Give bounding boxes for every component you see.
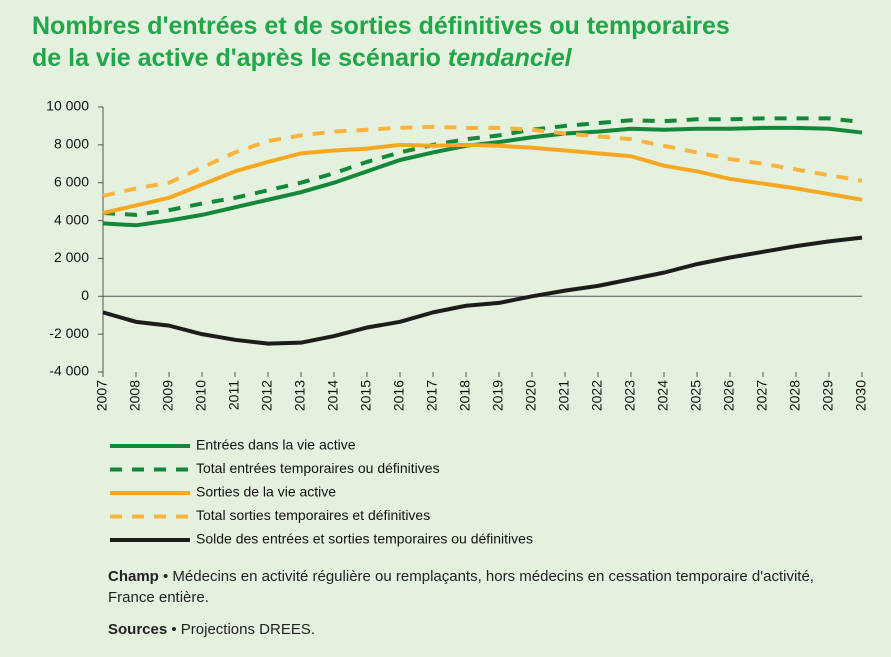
legend-label: Sorties de la vie active (196, 484, 336, 500)
x-tick-label: 2019 (490, 380, 506, 411)
y-tick-label: 10 000 (46, 98, 89, 114)
y-tick-label: -4 000 (49, 363, 89, 379)
legend-label: Total entrées temporaires ou définitives (196, 460, 440, 476)
note-label: Champ (108, 568, 159, 585)
x-tick-label: 2007 (94, 380, 110, 411)
series-line (102, 116, 863, 217)
x-tick-label: 2017 (424, 380, 440, 411)
x-tick-label: 2029 (820, 380, 836, 411)
y-tick-label: 8 000 (54, 136, 89, 152)
chart-title-emphasis: tendanciel (447, 44, 572, 72)
series-line (102, 235, 863, 346)
y-tick-label: 2 000 (54, 249, 89, 265)
note-text: • Projections DREES. (171, 621, 316, 638)
x-tick-label: 2014 (325, 380, 341, 411)
x-tick-label: 2024 (655, 380, 671, 411)
x-tick-label: 2013 (292, 380, 308, 411)
x-tick-label: 2008 (127, 380, 143, 411)
x-tick-label: 2011 (226, 380, 242, 410)
y-tick-label: 0 (81, 287, 89, 303)
series-line (102, 142, 863, 215)
legend-label: Entrées dans la vie active (196, 437, 356, 453)
x-tick-label: 2021 (556, 380, 572, 411)
x-tick-label: 2018 (457, 380, 473, 411)
x-tick-label: 2027 (754, 380, 770, 411)
note-label: Sources (108, 621, 168, 638)
x-tick-label: 2012 (259, 380, 275, 411)
x-tick-label: 2025 (688, 380, 704, 411)
y-tick-label: 6 000 (54, 173, 89, 189)
note-text: • Médecins en activité régulière ou remp… (108, 568, 814, 606)
x-tick-label: 2016 (391, 380, 407, 411)
x-tick-label: 2009 (160, 380, 176, 411)
x-tick-label: 2015 (358, 380, 374, 411)
x-tick-label: 2023 (622, 380, 638, 411)
chart-title: de la vie active d'après le scénario ten… (32, 44, 572, 73)
x-tick-label: 2022 (589, 380, 605, 411)
chart-title: Nombres d'entrées et de sorties définiti… (32, 12, 730, 40)
x-tick-label: 2030 (853, 380, 869, 411)
note: Sources • Projections DREES. (108, 619, 828, 640)
x-tick-label: 2026 (721, 380, 737, 411)
chart-title: de la vie active d'après le scénario (32, 44, 441, 72)
series-line (102, 124, 863, 198)
legend-label: Total sorties temporaires et définitives (196, 507, 430, 523)
legend-label: Solde des entrées et sorties temporaires… (196, 531, 533, 547)
x-tick-label: 2010 (193, 380, 209, 411)
note: Champ • Médecins en activité régulière o… (108, 566, 828, 608)
y-tick-label: -2 000 (49, 325, 89, 341)
x-tick-label: 2020 (523, 380, 539, 411)
y-tick-label: 4 000 (54, 211, 89, 227)
x-tick-label: 2028 (787, 380, 803, 411)
